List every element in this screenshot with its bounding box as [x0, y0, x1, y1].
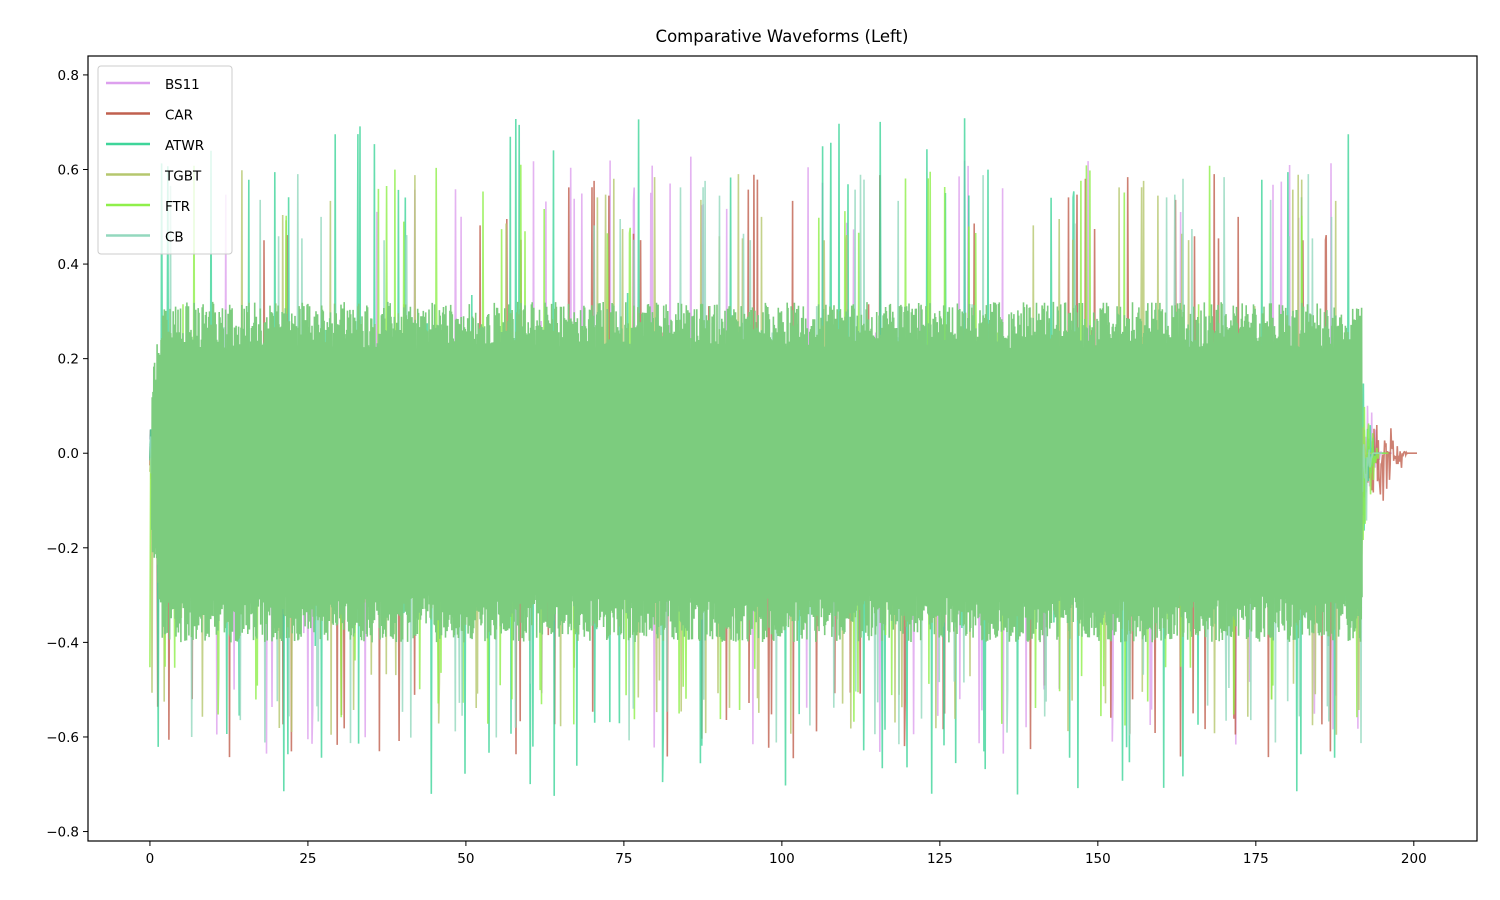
legend: BS11 CAR ATWR TGBT FTR CB: [97, 65, 233, 255]
y-tick-label: −0.6: [46, 730, 79, 746]
legend-label: CB: [165, 230, 184, 246]
x-tick-label: 200: [1401, 851, 1427, 867]
x-axis: 0 25 50 75 100 125 150 175 200: [146, 841, 1427, 867]
legend-label: ATWR: [165, 138, 204, 154]
legend-label: CAR: [165, 108, 193, 124]
x-tick-label: 150: [1085, 851, 1111, 867]
plot-area: [149, 118, 1417, 796]
legend-label: FTR: [165, 199, 190, 215]
axes-frame: [87, 55, 1478, 842]
x-tick-label: 50: [457, 851, 474, 867]
legend-label: TGBT: [164, 169, 202, 185]
x-tick-label: 100: [769, 851, 795, 867]
y-tick-label: −0.4: [46, 635, 79, 651]
y-tick-label: 0.6: [58, 162, 79, 178]
x-tick-label: 125: [927, 851, 953, 867]
waveform-core: [151, 301, 1363, 643]
legend-label: BS11: [165, 77, 200, 93]
y-tick-label: −0.8: [46, 825, 79, 841]
y-tick-label: 0.4: [58, 257, 79, 273]
y-tick-label: 0.8: [58, 68, 79, 84]
chart-title: Comparative Waveforms (Left): [656, 27, 909, 46]
y-tick-label: 0.2: [58, 352, 79, 368]
x-tick-label: 175: [1243, 851, 1269, 867]
y-tick-label: −0.2: [46, 541, 79, 557]
x-tick-label: 0: [146, 851, 155, 867]
x-tick-label: 75: [615, 851, 632, 867]
y-axis: 0.8 0.6 0.4 0.2 0.0 −0.2 −0.4 −0.6 −0.8: [46, 68, 88, 841]
y-tick-label: 0.0: [58, 446, 79, 462]
x-tick-label: 25: [299, 851, 316, 867]
